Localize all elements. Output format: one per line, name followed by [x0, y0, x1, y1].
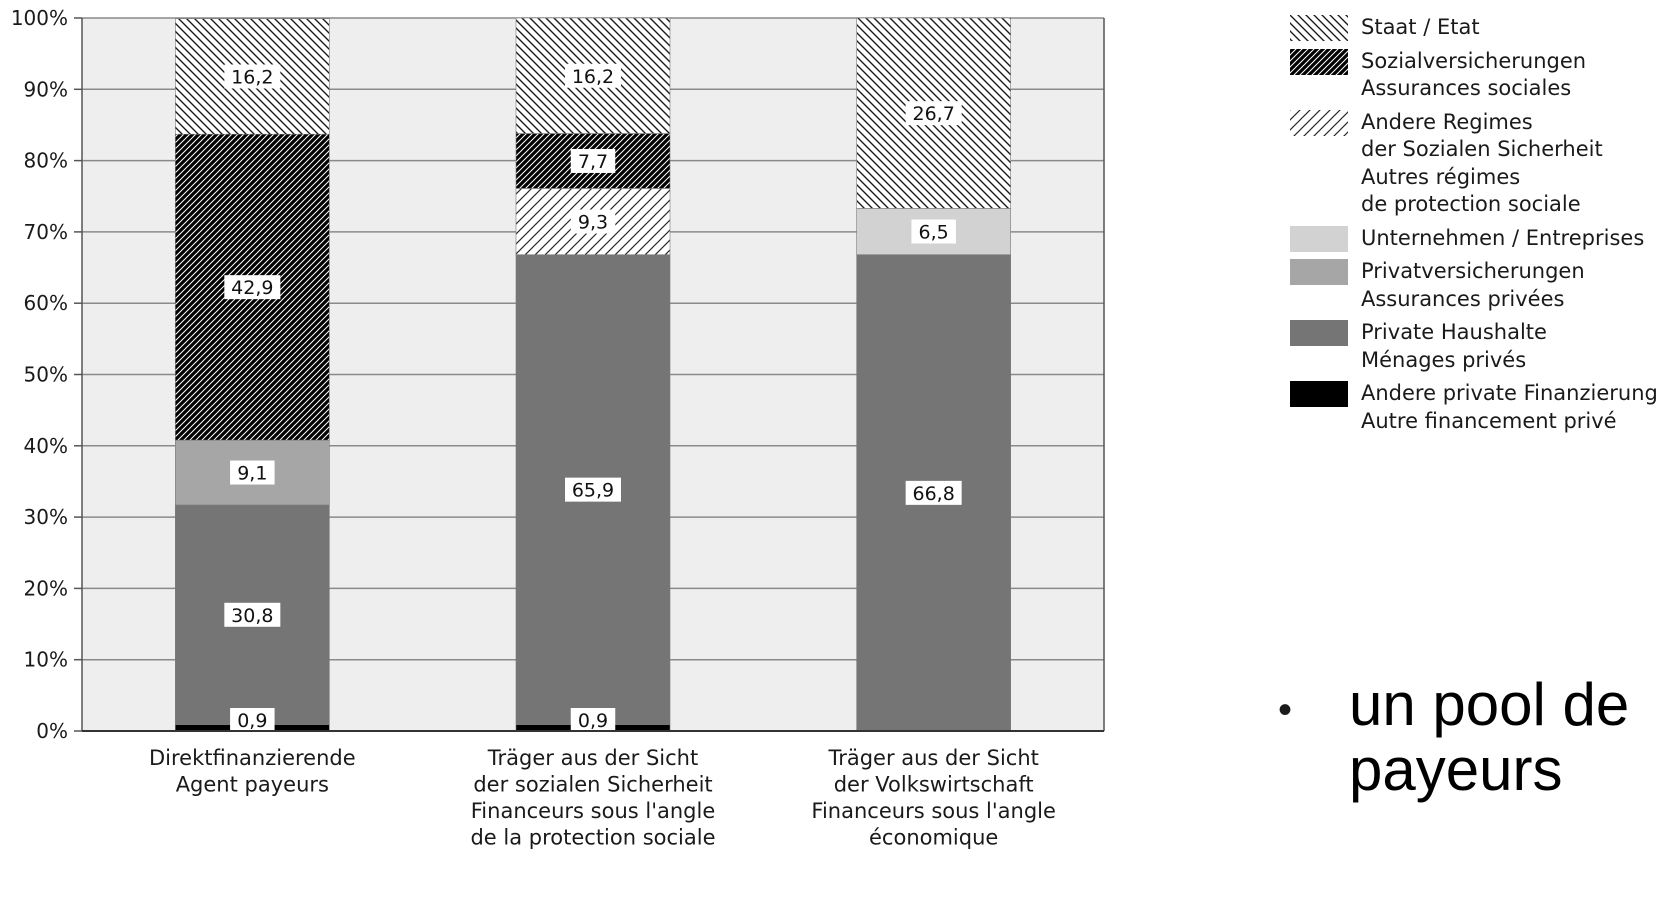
data-label-box: [570, 209, 616, 234]
data-label: 7,7: [578, 151, 608, 173]
data-label-box: [224, 275, 281, 300]
stacked-bar-chart: 0% 10% 20% 30% 40% 50% 60% 70% 80% 90% 100% 0,9 30,8…: [11, 6, 1105, 850]
legend-item: Privatversicherungen Assurances privées: [1290, 258, 1660, 313]
y-tick-label: 50%: [24, 363, 68, 387]
legend-swatch: [1290, 320, 1348, 346]
legend-swatch: [1290, 381, 1348, 407]
data-label-box: [565, 63, 621, 88]
legend-item: Staat / Etat: [1290, 14, 1660, 42]
data-label: 9,1: [237, 463, 267, 485]
y-tick-label: 70%: [24, 220, 68, 244]
y-tick-label: 30%: [24, 505, 68, 529]
y-tick-label: 100%: [11, 6, 68, 30]
data-label: 66,8: [913, 483, 955, 505]
data-label-box: [224, 64, 281, 89]
data-label-box: [905, 101, 962, 126]
data-label-box: [905, 480, 962, 505]
bullet-text: un pool de payeurs: [1349, 671, 1630, 803]
legend-label: Staat / Etat: [1361, 15, 1480, 39]
legend-item: Private Haushalte Ménages privés: [1290, 319, 1660, 374]
y-tick-label: 40%: [24, 434, 68, 458]
legend-label: Privatversicherungen Assurances privées: [1361, 259, 1585, 311]
data-label-box: [230, 460, 275, 485]
legend-swatch: [1290, 48, 1348, 75]
data-label: 16,2: [572, 66, 614, 88]
legend-swatch: [1290, 15, 1348, 41]
data-label: 0,9: [578, 710, 608, 732]
bullet-dot-icon: •: [1278, 688, 1293, 732]
data-label-box: [570, 148, 616, 173]
y-tick-label: 80%: [24, 149, 68, 173]
data-label: 26,7: [913, 103, 955, 125]
y-tick-label: 20%: [24, 576, 68, 600]
data-label-box: [230, 708, 275, 732]
legend-item: Unternehmen / Entreprises: [1290, 225, 1660, 253]
y-tick-label: 0%: [36, 719, 68, 743]
data-label-box: [570, 708, 616, 732]
legend-swatch: [1290, 109, 1348, 136]
x-category-label: Direktfinanzierende Agent payeurs: [149, 746, 356, 797]
data-label-box: [224, 602, 281, 627]
y-tick-label: 10%: [24, 648, 68, 672]
legend-item: Sozialversicherungen Assurances sociales: [1290, 48, 1660, 103]
legend-item: Andere Regimes der Sozialen Sicherheit A…: [1290, 109, 1660, 219]
data-label: 16,2: [231, 66, 273, 88]
legend-label: Andere private Finanzierung Autre financ…: [1361, 381, 1658, 433]
data-label: 6,5: [919, 222, 949, 244]
data-label-box: [911, 219, 956, 244]
data-label: 9,3: [578, 212, 608, 234]
legend-label: Private Haushalte Ménages privés: [1361, 320, 1547, 372]
data-label: 30,8: [231, 605, 273, 627]
legend-swatch: [1290, 225, 1348, 252]
y-tick-label: 60%: [24, 291, 68, 315]
legend-label: Andere Regimes der Sozialen Sicherheit A…: [1361, 109, 1603, 217]
legend-swatch: [1290, 259, 1348, 285]
legend: Staat / Etat Sozialversicherungen Assuran…: [1290, 14, 1660, 441]
legend-item: Andere private Finanzierung Autre financ…: [1290, 380, 1660, 435]
x-category-label: Träger aus der Sicht der Volkswirtschaft F…: [811, 746, 1055, 850]
data-label-box: [565, 477, 621, 502]
data-label: 42,9: [231, 277, 273, 299]
data-label: 65,9: [572, 480, 614, 502]
y-tick-label: 90%: [24, 77, 68, 101]
data-label: 0,9: [237, 710, 267, 732]
x-category-label: Träger aus der Sicht der sozialen Sicherh…: [470, 746, 715, 850]
legend-label: Unternehmen / Entreprises: [1361, 225, 1645, 250]
legend-label: Sozialversicherungen Assurances sociales: [1361, 48, 1587, 101]
